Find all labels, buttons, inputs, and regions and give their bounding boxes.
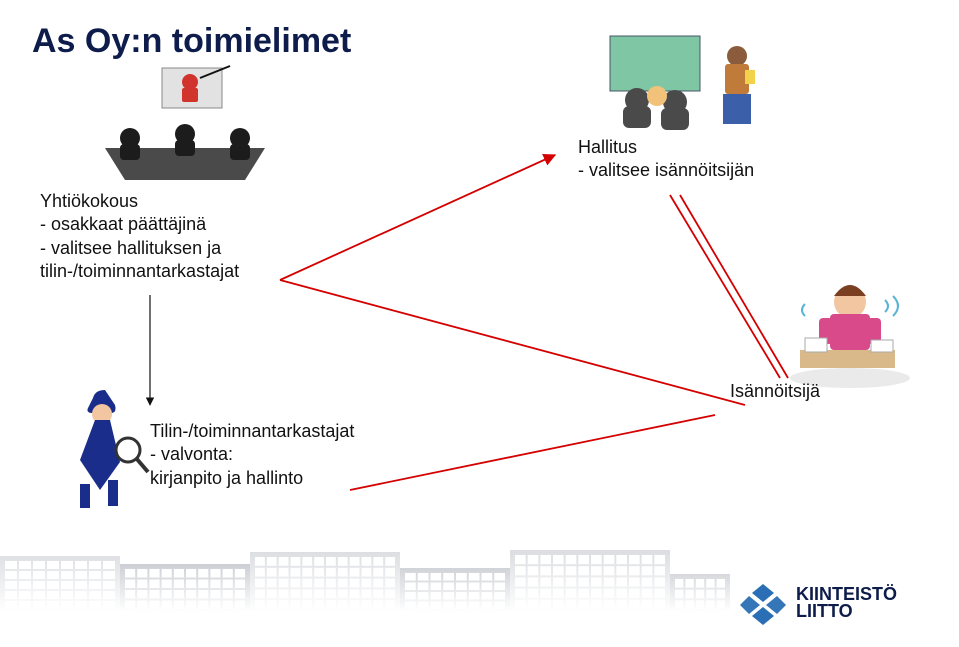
brand-logo: KIINTEISTÖ LIITTO <box>740 580 897 626</box>
auditor-icon <box>50 380 150 510</box>
node-tilintarkastajat: Tilin-/toiminnantarkastajat - valvonta: … <box>150 420 354 490</box>
board-icon <box>605 30 785 130</box>
meeting-icon <box>90 60 280 190</box>
node-line: - valitsee isännöitsijän <box>578 159 754 182</box>
logo-mark-icon <box>740 580 786 626</box>
node-line: tilin-/toiminnantarkastajat <box>40 260 239 283</box>
manager-busy-icon <box>775 260 925 390</box>
node-line: Tilin-/toiminnantarkastajat <box>150 420 354 443</box>
logo-line-2: LIITTO <box>796 603 897 620</box>
page-title: As Oy:n toimielimet <box>32 22 351 61</box>
node-line: Hallitus <box>578 136 754 159</box>
node-line: Yhtiökokous <box>40 190 239 213</box>
node-line: Isännöitsijä <box>730 380 820 403</box>
node-hallitus: Hallitus - valitsee isännöitsijän <box>578 136 754 183</box>
node-yhtiokokous: Yhtiökokous - osakkaat päättäjinä - vali… <box>40 190 239 284</box>
node-line: kirjanpito ja hallinto <box>150 467 354 490</box>
node-line: - valvonta: <box>150 443 354 466</box>
node-line: - valitsee hallituksen ja <box>40 237 239 260</box>
node-line: - osakkaat päättäjinä <box>40 213 239 236</box>
node-isannoitsija: Isännöitsijä <box>730 380 820 403</box>
